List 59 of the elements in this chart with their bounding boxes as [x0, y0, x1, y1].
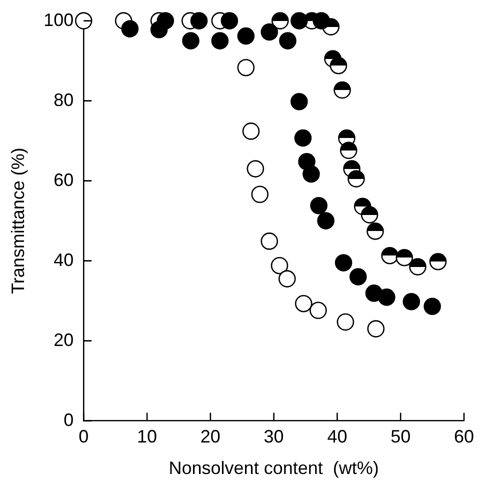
point	[121, 20, 139, 38]
x-tick-label: 20	[200, 426, 220, 447]
point	[349, 268, 367, 286]
point	[429, 252, 447, 270]
point	[74, 12, 92, 30]
point	[290, 92, 308, 110]
point	[334, 81, 351, 99]
point	[278, 270, 296, 288]
point	[360, 206, 378, 224]
point	[156, 12, 174, 30]
point	[340, 142, 358, 160]
point	[251, 186, 269, 204]
point	[246, 160, 264, 178]
point	[310, 196, 328, 214]
point	[310, 302, 327, 320]
point	[396, 248, 414, 266]
y-tick-label: 20	[54, 330, 74, 350]
y-axis-title: Transmittance (%)	[8, 148, 28, 294]
x-axis-title: Nonsolvent content (wt%)	[168, 458, 379, 478]
point	[294, 294, 312, 312]
point	[348, 170, 365, 188]
point	[272, 12, 289, 30]
x-tick-label: 50	[390, 426, 411, 447]
x-tick-label: 60	[454, 426, 474, 447]
y-tick-label: 60	[54, 170, 74, 190]
y-tick-label: 40	[54, 250, 74, 270]
x-tick-label: 30	[264, 426, 284, 447]
y-tick-label: 100	[44, 10, 74, 30]
point	[367, 320, 385, 338]
point	[260, 232, 278, 250]
y-tick-label: 0	[64, 410, 74, 430]
point	[294, 129, 312, 147]
x-tick-label: 0	[78, 426, 89, 447]
x-tick-label: 10	[137, 426, 158, 447]
point	[211, 32, 229, 50]
point	[409, 258, 426, 276]
point	[220, 12, 238, 30]
point	[312, 12, 330, 30]
point	[260, 23, 278, 41]
point	[366, 222, 384, 240]
point	[237, 58, 255, 76]
x-tick-label: 40	[327, 426, 348, 447]
point	[279, 32, 296, 50]
point	[190, 12, 208, 30]
point	[290, 12, 308, 30]
point	[270, 256, 288, 274]
point	[242, 122, 260, 140]
point	[334, 254, 352, 272]
point	[237, 27, 255, 45]
point	[182, 32, 200, 50]
point	[330, 56, 348, 74]
point	[378, 288, 396, 306]
point	[402, 292, 420, 310]
point	[381, 246, 398, 264]
point	[302, 165, 320, 183]
y-tick-label: 80	[54, 90, 74, 110]
point	[424, 298, 441, 316]
point	[336, 313, 354, 331]
point	[317, 212, 334, 230]
